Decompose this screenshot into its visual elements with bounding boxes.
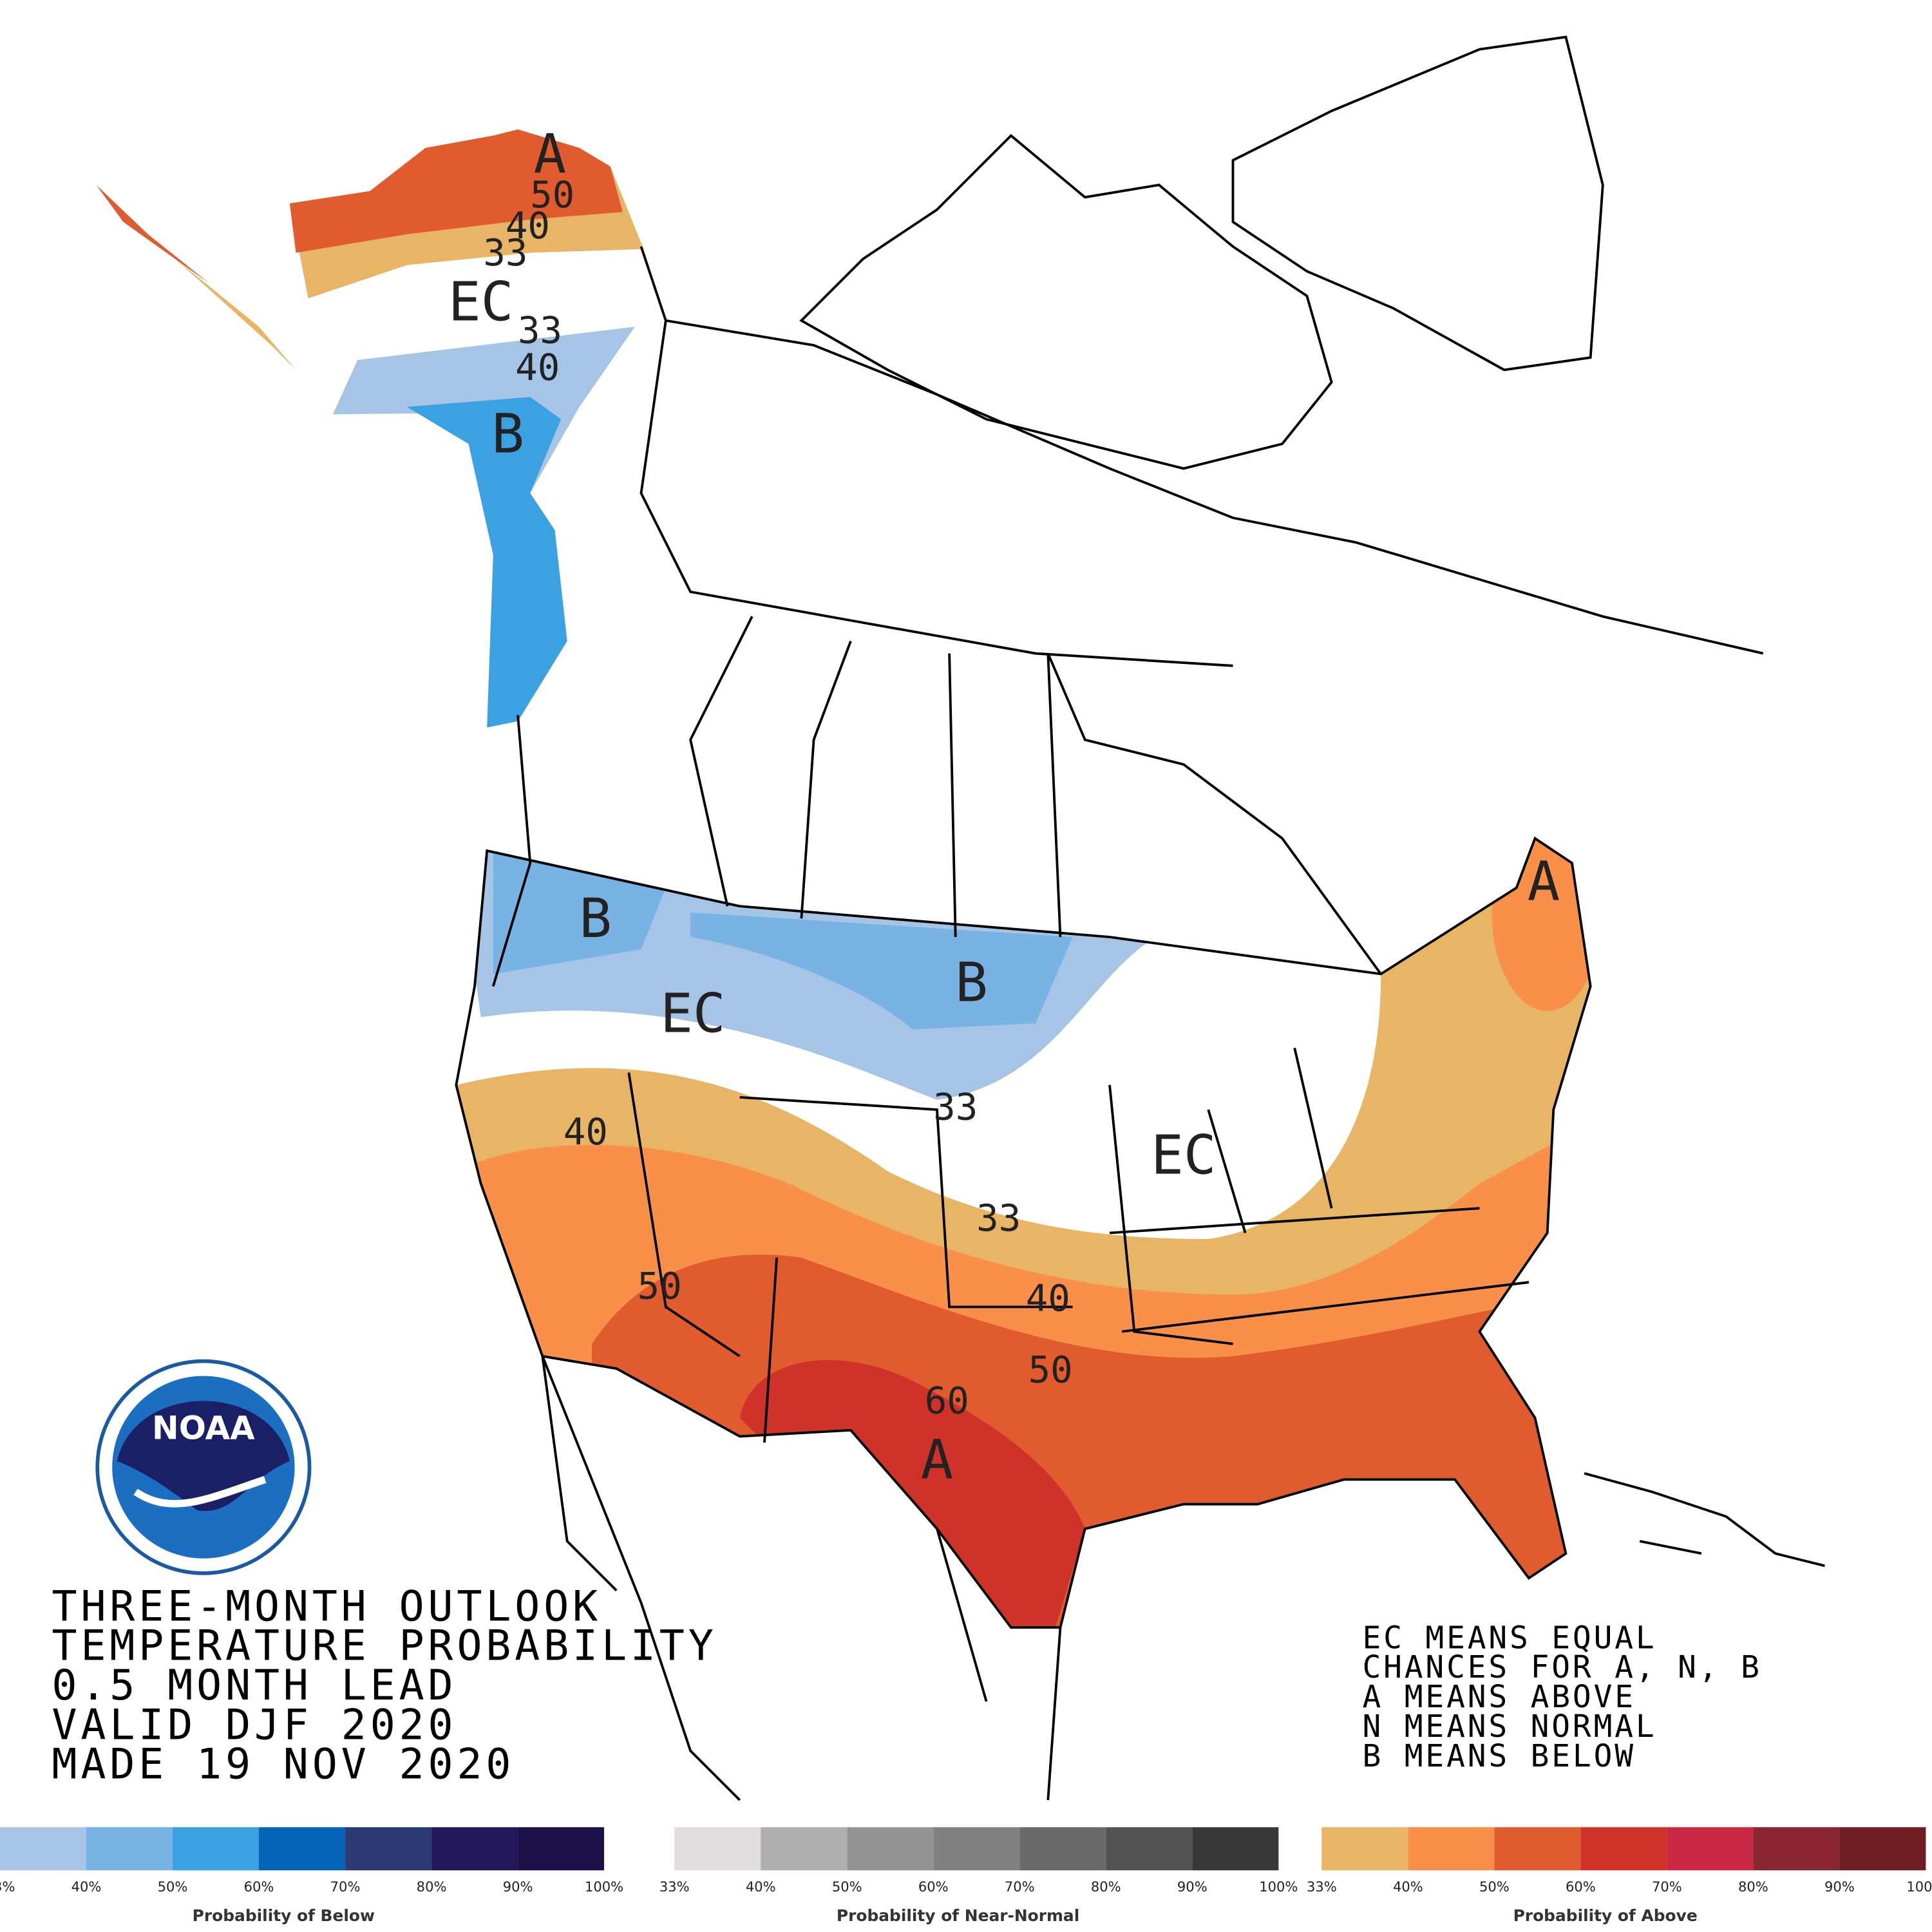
title-line: MADE 19 NOV 2020 xyxy=(52,1741,515,1789)
legend-tick: 100% xyxy=(1259,1879,1298,1895)
key-line: B MEANS BELOW xyxy=(1363,1739,1636,1774)
legend-tick: 40% xyxy=(1393,1879,1423,1895)
legend-tick: 80% xyxy=(1091,1879,1121,1895)
legend-swatch xyxy=(847,1827,934,1871)
legend-swatch xyxy=(674,1827,761,1871)
title-line: 0.5 MONTH LEAD xyxy=(52,1662,457,1710)
legend-tick: 70% xyxy=(1005,1879,1035,1895)
legend-tick: 33% xyxy=(659,1879,690,1895)
boundaries xyxy=(455,35,1825,1801)
legend-swatch xyxy=(345,1827,432,1871)
contour-label: 40 xyxy=(1026,1276,1070,1320)
contour-label: B xyxy=(579,887,612,950)
legend-swatch xyxy=(933,1827,1020,1871)
legend-swatch xyxy=(1839,1827,1926,1871)
key-line: CHANCES FOR A, N, B xyxy=(1363,1650,1762,1685)
legend-swatch xyxy=(173,1827,260,1871)
legend-swatch xyxy=(1106,1827,1193,1871)
legend-tick: 60% xyxy=(918,1879,949,1895)
contour-label: 60 xyxy=(925,1379,969,1422)
legend-tick: 50% xyxy=(1479,1879,1510,1895)
legend-tick: 70% xyxy=(1652,1879,1682,1895)
legend-title: Probability of Below xyxy=(193,1906,375,1925)
legend-swatch xyxy=(1494,1827,1581,1871)
contour-label: 33 xyxy=(976,1197,1021,1240)
legend-tick: 70% xyxy=(330,1879,361,1895)
legend-swatch xyxy=(761,1827,848,1871)
contour-label: B xyxy=(491,402,524,466)
legend-swatch xyxy=(518,1827,605,1871)
contour-label: 33 xyxy=(518,309,562,352)
legend-swatch xyxy=(1408,1827,1495,1871)
legend-tick: 33% xyxy=(0,1879,15,1895)
contour-label: EC xyxy=(1151,1124,1216,1187)
title-line: VALID DJF 2020 xyxy=(52,1701,457,1749)
key-line: N MEANS NORMAL xyxy=(1363,1709,1657,1745)
contour-label: A xyxy=(921,1428,954,1491)
legend-tick: 100% xyxy=(1906,1879,1932,1895)
contour-label: EC xyxy=(448,270,513,334)
legend-tick: 90% xyxy=(1177,1879,1208,1895)
contour-label: A xyxy=(1528,850,1560,913)
contour-label: 50 xyxy=(1028,1348,1073,1391)
legend-tick: 40% xyxy=(746,1879,776,1895)
legend: 33% 40% 50% 60% 70% 80% 90% 100% Probability of … xyxy=(0,1827,1932,1925)
contour-label: EC xyxy=(660,981,725,1045)
legend-title: Probability of Above xyxy=(1513,1906,1698,1925)
key-line: A MEANS ABOVE xyxy=(1363,1680,1636,1715)
contour-label: 33 xyxy=(933,1086,978,1129)
contour-label: B xyxy=(955,951,988,1014)
legend-title: Probability of Near-Normal xyxy=(837,1906,1079,1925)
contour-label: 33 xyxy=(483,231,527,274)
legend-tick: 90% xyxy=(1824,1879,1855,1895)
legend-swatch xyxy=(1753,1827,1840,1871)
legend-tick: 33% xyxy=(1307,1879,1337,1895)
legend-tick: 60% xyxy=(1566,1879,1596,1895)
legend-swatch xyxy=(1667,1827,1754,1871)
legend-tick: 60% xyxy=(244,1879,274,1895)
legend-tick: 90% xyxy=(503,1879,533,1895)
legend-tick: 50% xyxy=(158,1879,188,1895)
noaa-logo: NOAA xyxy=(95,1359,312,1575)
legend-tick: 50% xyxy=(832,1879,862,1895)
legend-tick: 100% xyxy=(585,1879,623,1895)
contour-label: 40 xyxy=(564,1110,608,1153)
contour-label: A xyxy=(534,122,567,185)
legend-swatch xyxy=(1580,1827,1667,1871)
legend-swatch xyxy=(86,1827,173,1871)
legend-tick: 40% xyxy=(71,1879,102,1895)
legend-swatch xyxy=(1192,1827,1279,1871)
legend-tick: 80% xyxy=(1738,1879,1768,1895)
legend-swatch xyxy=(431,1827,518,1871)
logo-text: NOAA xyxy=(152,1409,255,1446)
title-line: TEMPERATURE PROBABILITY xyxy=(52,1622,717,1671)
forecast-shading xyxy=(96,129,1591,1628)
legend-swatch xyxy=(0,1827,87,1871)
legend-swatch xyxy=(1019,1827,1106,1871)
contour-label: 40 xyxy=(506,204,550,247)
contour-label: 50 xyxy=(638,1264,682,1307)
legend-tick: 80% xyxy=(417,1879,447,1895)
contour-label: 50 xyxy=(530,173,574,216)
legend-swatch xyxy=(1321,1827,1408,1871)
legend-swatch xyxy=(259,1827,346,1871)
key-line: EC MEANS EQUAL xyxy=(1363,1620,1657,1656)
title-line: THREE-MONTH OUTLOOK xyxy=(52,1582,601,1631)
contour-label: 40 xyxy=(515,346,560,389)
